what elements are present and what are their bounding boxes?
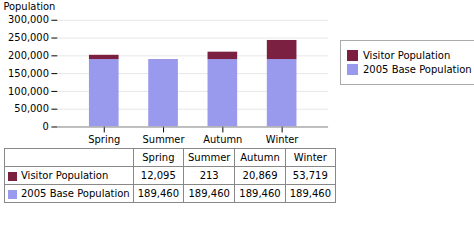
svg-text:Summer: Summer <box>143 134 186 145</box>
svg-text:Population: Population <box>3 1 55 12</box>
html-text:Spring: Spring <box>142 152 175 164</box>
html-text:2005 Base Population: 2005 Base Population <box>21 188 130 200</box>
html-text:189,460: 189,460 <box>188 188 230 200</box>
html-text:189,460: 189,460 <box>289 188 331 200</box>
svg-text:Autumn: Autumn <box>203 134 242 145</box>
html-text:20,869: 20,869 <box>242 170 278 182</box>
html-text:Visitor Population: Visitor Population <box>363 50 451 61</box>
html-text:Summer: Summer <box>188 152 231 164</box>
html-text:Winter: Winter <box>293 152 327 164</box>
svg-text:0: 0 <box>43 121 49 132</box>
html-text:53,719: 53,719 <box>292 170 328 182</box>
svg-text:250,000: 250,000 <box>8 32 49 43</box>
html-text:Visitor Population: Visitor Population <box>21 170 109 182</box>
html-text:12,095: 12,095 <box>140 170 176 182</box>
html-text:2005 Base Population: 2005 Base Population <box>363 64 472 75</box>
html-text:213: 213 <box>199 170 219 182</box>
svg-text:150,000: 150,000 <box>8 68 49 79</box>
html-text:Autumn: Autumn <box>240 152 280 164</box>
svg-text:50,000: 50,000 <box>14 103 49 114</box>
html-text:189,460: 189,460 <box>137 188 179 200</box>
svg-text:300,000: 300,000 <box>8 14 49 25</box>
html-text:189,460: 189,460 <box>239 188 281 200</box>
svg-text:200,000: 200,000 <box>8 50 49 61</box>
svg-text:Winter: Winter <box>266 134 299 145</box>
svg-text:Spring: Spring <box>88 134 120 145</box>
svg-text:100,000: 100,000 <box>8 86 49 97</box>
